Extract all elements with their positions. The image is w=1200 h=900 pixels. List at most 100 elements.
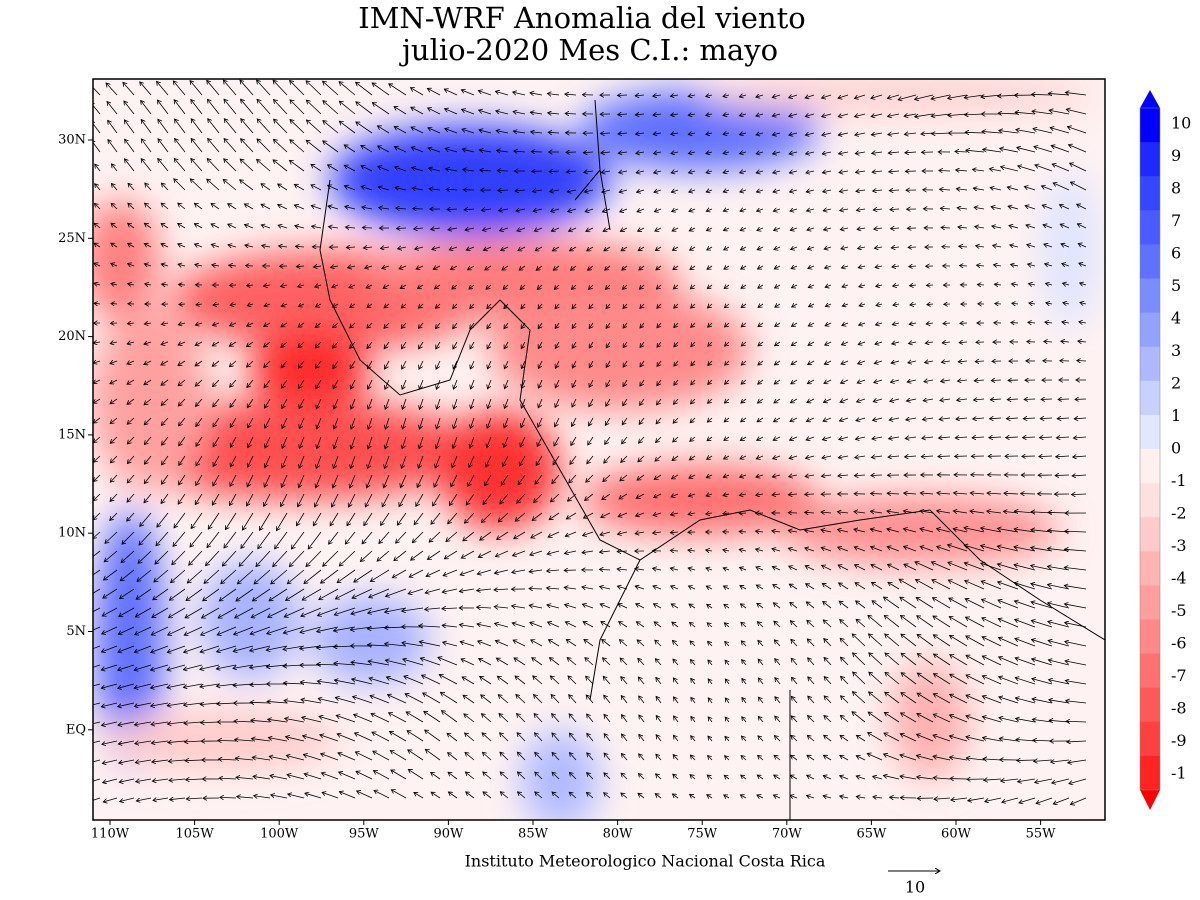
lon-label: 95W [349,827,380,842]
wind-arrow [857,228,866,229]
wind-arrow [756,95,764,97]
wind-arrow [93,84,101,96]
wind-arrow [822,114,832,117]
wind-arrow [111,203,118,210]
wind-arrow [363,247,373,248]
wind-arrow [414,228,424,229]
wind-arrow [429,189,441,190]
wind-arrow [179,284,186,285]
wind-arrow [822,133,832,135]
wind-arrow [636,133,645,134]
wind-arrow [500,228,509,231]
wind-arrow [532,190,543,191]
wind-arrow [568,209,577,212]
colorbar-label: 9 [1171,146,1181,165]
wind-arrow [756,114,764,116]
wind-arrow [378,187,390,191]
wind-arrow [805,114,815,117]
wind-arrow [141,100,152,115]
wind-arrow [94,263,101,266]
wind-arrow [892,266,900,267]
wind-arrow [123,82,135,96]
wind-arrow [466,247,475,250]
wind-arrow [394,126,407,134]
wind-arrow [635,114,645,115]
wind-arrow [194,203,203,210]
wind-arrow [1028,284,1036,285]
wind-arrow [108,120,118,134]
wind-arrow [838,114,849,117]
colorbar-arrow-top [1140,90,1160,108]
wind-arrow [808,285,815,288]
wind-arrow [956,170,968,171]
wind-arrow [244,204,254,210]
wind-arrow [501,247,509,251]
wind-arrow [128,183,135,191]
wind-arrow [246,285,254,286]
wind-arrow [290,100,305,115]
wind-arrow [344,165,356,172]
colorbar-swatch [1140,414,1160,450]
wind-arrow [241,99,254,115]
wind-arrow [1053,183,1070,191]
wind-arrow [989,169,1002,171]
wind-arrow [688,95,696,96]
wind-arrow [706,209,713,211]
wind-arrow [724,247,730,250]
wind-arrow [858,247,866,249]
wind-arrow [111,263,118,266]
wind-arrow [806,171,815,173]
wind-arrow [312,226,322,228]
wind-arrow [1008,206,1019,209]
wind-arrow [1045,283,1053,285]
colorbar-label: 1 [1171,406,1181,425]
wind-arrow [389,84,407,96]
wind-arrow [619,171,628,173]
wind-arrow [394,107,407,115]
wind-arrow [775,285,781,288]
wind-arrow [124,101,135,115]
wind-arrow [93,121,101,134]
wind-arrow [365,266,373,268]
wind-arrow [605,284,611,289]
wind-arrow [230,304,237,305]
wind-arrow [1025,206,1036,210]
wind-arrow [445,128,458,134]
wind-arrow [739,95,747,97]
wind-arrow [161,244,169,247]
wind-arrow [959,246,968,247]
wind-arrow [447,209,458,210]
wind-arrow [1059,205,1070,210]
wind-arrow [1024,186,1036,191]
wind-arrow [1049,110,1070,115]
wind-arrow [654,190,662,192]
lat-label: 30N [58,133,86,148]
wind-arrow [931,94,951,99]
wind-arrow [290,120,305,134]
wind-arrow [448,228,458,230]
wind-arrow [224,139,237,153]
wind-arrow [855,152,866,154]
wind-arrow [469,284,475,289]
wind-arrow [257,119,271,134]
wind-arrow [1027,245,1036,247]
wind-arrow [741,266,747,269]
wind-arrow [273,139,288,153]
wind-arrow [479,110,492,115]
colorbar-label: 0 [1171,439,1181,458]
wind-arrow [111,223,118,229]
wind-arrow [975,226,985,228]
wind-arrow [873,209,883,210]
wind-arrow [723,95,730,97]
wind-arrow [513,112,526,114]
wind-arrow [655,247,662,251]
wind-arrow [791,285,798,288]
wind-arrow [228,245,237,247]
wind-arrow [241,119,254,134]
wind-arrow [839,190,849,192]
wind-arrow [223,179,237,191]
footer: Instituto Meteorologico Nacional Costa R… [465,852,826,871]
wind-arrow [905,152,917,153]
colorbar-swatch [1140,551,1160,586]
